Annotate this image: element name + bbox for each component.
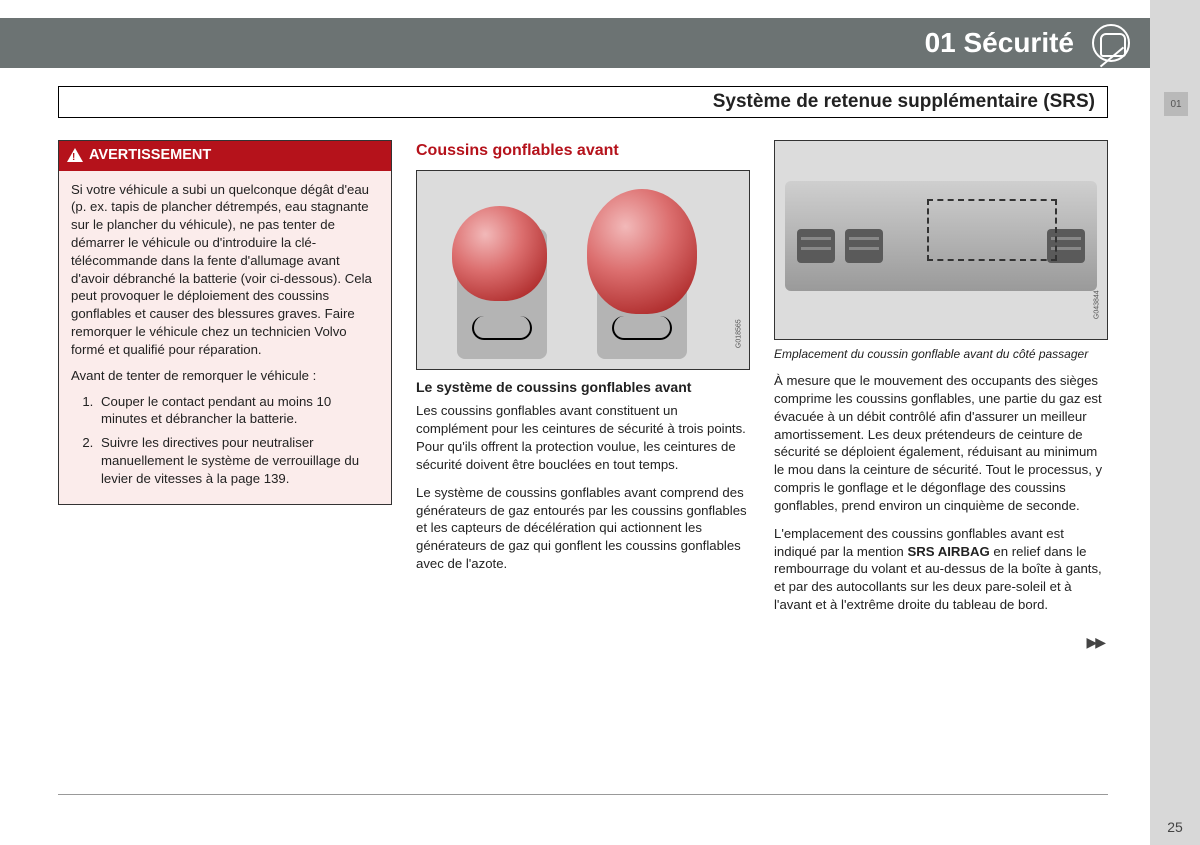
vent-shape: [845, 229, 883, 263]
column-1: AVERTISSEMENT Si votre véhicule a subi u…: [58, 140, 392, 624]
motion-arrow: [472, 316, 532, 340]
figure-airbags-deployed: G018565: [416, 170, 750, 370]
body-paragraph: L'emplacement des coussins gonflables av…: [774, 525, 1108, 614]
warning-body: Si votre véhicule a subi un quelconque d…: [59, 171, 391, 504]
figure-dashboard: G043844: [774, 140, 1108, 340]
column-2: Coussins gonflables avant G018565 Le sys…: [416, 140, 750, 624]
warning-prelist: Avant de tenter de remorquer le véhicule…: [71, 367, 379, 385]
body-paragraph: Le système de coussins gonflables avant …: [416, 484, 750, 573]
warning-header: AVERTISSEMENT: [59, 141, 391, 171]
warning-step: Couper le contact pendant au moins 10 mi…: [97, 393, 379, 429]
warning-steps: Couper le contact pendant au moins 10 mi…: [71, 393, 379, 488]
page-number: 25: [1150, 819, 1200, 835]
subsection-heading: Le système de coussins gonflables avant: [416, 378, 750, 397]
figure-code: G043844: [1093, 290, 1102, 319]
warning-title: AVERTISSEMENT: [89, 146, 211, 166]
section-title-box: Système de retenue supplémentaire (SRS): [58, 86, 1108, 118]
warning-box: AVERTISSEMENT Si votre véhicule a subi u…: [58, 140, 392, 505]
airbag-driver-shape: [452, 206, 547, 301]
chapter-header: 01 Sécurité: [0, 18, 1150, 68]
section-title: Système de retenue supplémentaire (SRS): [71, 91, 1095, 113]
vent-shape: [797, 229, 835, 263]
srs-airbag-label: SRS AIRBAG: [907, 544, 989, 559]
column-3: G043844 Emplacement du coussin gonflable…: [774, 140, 1108, 624]
continued-icon: ▶▶: [1086, 633, 1104, 652]
chapter-title: 01 Sécurité: [925, 27, 1074, 59]
warning-text: Si votre véhicule a subi un quelconque d…: [71, 181, 379, 359]
body-paragraph: Les coussins gonflables avant constituen…: [416, 402, 750, 473]
main-content: AVERTISSEMENT Si votre véhicule a subi u…: [58, 140, 1108, 624]
motion-arrow: [612, 316, 672, 340]
figure-caption: Emplacement du coussin gonflable avant d…: [774, 346, 1108, 362]
body-paragraph: À mesure que le mouvement des occupants …: [774, 372, 1108, 515]
warning-triangle-icon: [67, 148, 83, 162]
airbag-passenger-shape: [587, 189, 697, 314]
right-sidebar: 01 25: [1150, 0, 1200, 845]
section-heading: Coussins gonflables avant: [416, 140, 750, 162]
figure-code: G018565: [735, 319, 744, 348]
warning-step: Suivre les directives pour neutraliser m…: [97, 434, 379, 487]
chapter-tab: 01: [1164, 92, 1188, 116]
footer-rule: [58, 794, 1108, 795]
no-child-seat-icon: [1092, 24, 1130, 62]
airbag-location-outline: [927, 199, 1057, 261]
